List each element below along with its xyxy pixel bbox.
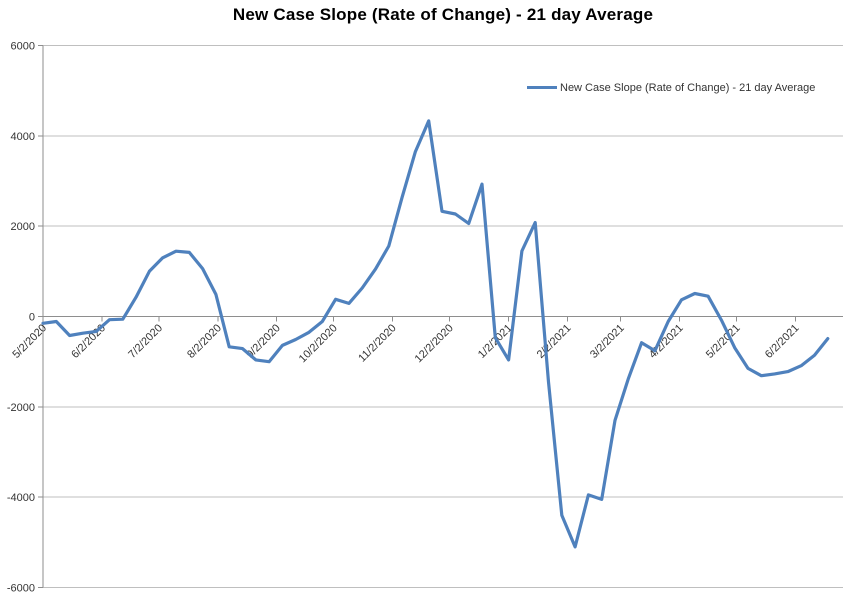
legend-line-swatch bbox=[527, 86, 557, 89]
y-tick-label: 6000 bbox=[11, 41, 35, 53]
y-tick-label: 4000 bbox=[11, 131, 35, 143]
series-line[interactable] bbox=[41, 119, 830, 549]
y-tick-label: -6000 bbox=[7, 583, 35, 595]
legend[interactable]: New Case Slope (Rate of Change) - 21 day… bbox=[527, 80, 815, 95]
y-tick-label: 0 bbox=[29, 312, 35, 324]
y-tick-label: -2000 bbox=[7, 402, 35, 414]
y-tick-label: 2000 bbox=[11, 221, 35, 233]
chart-title: New Case Slope (Rate of Change) - 21 day… bbox=[232, 5, 654, 24]
legend-series-label: New Case Slope (Rate of Change) - 21 day… bbox=[560, 81, 816, 94]
y-tick-label: -4000 bbox=[7, 492, 35, 504]
